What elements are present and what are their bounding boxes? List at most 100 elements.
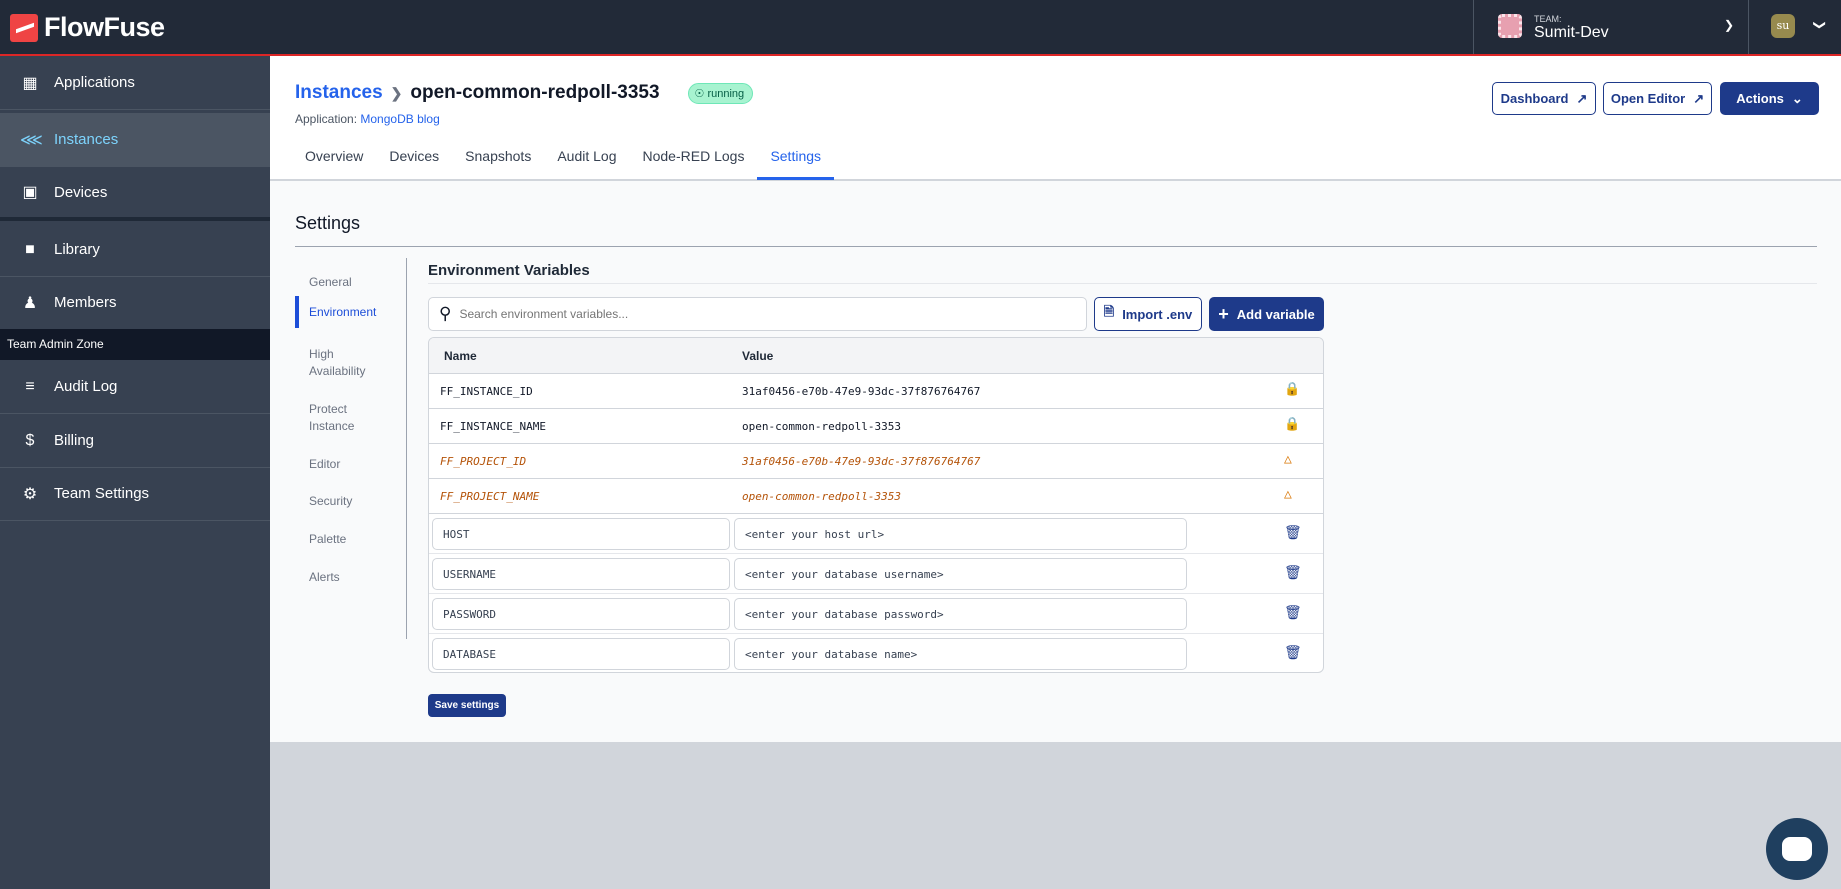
team-avatar [1498,14,1522,38]
tab-audit-log[interactable]: Audit Log [557,148,617,164]
sidebar-item-devices[interactable]: ▣ Devices [0,167,270,221]
search-env-vars[interactable]: ⚲ [428,297,1087,331]
settings-nav-palette[interactable]: Palette [309,532,347,546]
team-selector[interactable]: TEAM: Sumit-Dev ❯ [1473,0,1749,54]
tab-devices[interactable]: Devices [389,148,440,164]
trash-icon[interactable]: 🗑 [1284,524,1302,540]
sidebar-item-library[interactable]: ■ Library [0,223,270,277]
var-value: open-common-redpoll-3353 [742,420,901,433]
actions-label: Actions [1736,91,1784,106]
settings-nav-general[interactable]: General [309,275,352,289]
sidebar-item-instances[interactable]: ⋘ Instances [0,113,270,167]
var-name-input[interactable] [432,518,730,550]
lock-icon: 🔒 [1284,382,1301,397]
table-row: 🗑 [429,634,1323,672]
column-value: Value [742,349,774,363]
application-link[interactable]: MongoDB blog [360,112,440,126]
table-row: FF_INSTANCE_NAME open-common-redpoll-3353… [429,409,1323,444]
var-value: open-common-redpoll-3353 [742,490,901,503]
breadcrumb: Instances ❯ open-common-redpoll-3353 ☉ r… [295,82,754,104]
settings-title: Settings [295,213,361,233]
warning-icon: △ [1284,487,1292,502]
tab-settings[interactable]: Settings [757,146,835,180]
tab-node-red-logs[interactable]: Node-RED Logs [642,148,745,164]
var-value: 31af0456-e70b-47e9-93dc-37f876764767 [742,385,981,398]
tab-overview[interactable]: Overview [305,148,364,164]
settings-nav-security[interactable]: Security [309,494,353,508]
settings-nav-environment[interactable]: Environment [295,296,376,328]
var-value-input[interactable] [734,638,1187,670]
application-info: Application: MongoDB blog [295,112,440,126]
file-import-icon: 🗎 [1103,304,1115,319]
sidebar-item-members[interactable]: ♟ Members [0,276,270,330]
chat-icon [1782,837,1812,861]
settings-nav: General Environment High Availability Pr… [295,258,407,639]
var-value-input[interactable] [734,518,1187,550]
external-link-icon: ↗ [1576,90,1588,106]
var-name-input[interactable] [432,558,730,590]
open-editor-button[interactable]: Open Editor ↗ [1603,82,1712,115]
divider [295,246,1817,247]
sidebar-item-label: Team Settings [54,485,150,502]
dollar-icon: $ [25,431,35,449]
table-row: FF_PROJECT_NAME open-common-redpoll-3353 △ [429,479,1323,514]
status-badge: ☉ running [687,82,754,104]
tabs: Overview Devices Snapshots Audit Log Nod… [292,146,835,180]
var-value-input[interactable] [734,558,1187,590]
chevron-down-icon: ⌄ [1791,90,1803,106]
tab-snapshots[interactable]: Snapshots [465,148,532,164]
sidebar-item-team-settings[interactable]: ⚙ Team Settings [0,467,270,521]
save-settings-button[interactable]: Save settings [428,694,506,717]
sidebar-item-billing[interactable]: $ Billing [0,414,270,468]
var-name: FF_PROJECT_NAME [440,490,540,503]
trash-icon[interactable]: 🗑 [1284,644,1302,660]
env-vars-title: Environment Variables [428,262,590,279]
top-bar: FlowFuse TEAM: Sumit-Dev ❯ su ❯ [0,0,1841,56]
var-name-input[interactable] [432,598,730,630]
var-value-input[interactable] [734,598,1187,630]
search-input[interactable] [459,307,1086,321]
table-row: 🗑 [429,554,1323,594]
column-name: Name [444,349,477,363]
table-row: 🗑 [429,514,1323,554]
var-name: FF_INSTANCE_NAME [440,420,546,433]
actions-button[interactable]: Actions ⌄ [1720,82,1819,115]
table-row: FF_PROJECT_ID 31af0456-e70b-47e9-93dc-37f… [429,444,1323,479]
application-label: Application: [295,112,358,126]
chevron-down-icon: ❯ [1724,18,1735,32]
divider [428,283,1817,284]
trash-icon[interactable]: 🗑 [1284,564,1302,580]
user-avatar[interactable]: su [1771,14,1795,38]
flowfuse-logo[interactable]: FlowFuse [10,12,165,43]
search-icon: ⚲ [439,304,452,323]
sidebar-item-audit-log[interactable]: ≡ Audit Log [0,360,270,414]
chip-icon: ▣ [22,184,38,201]
team-name: Sumit-Dev [1534,24,1609,41]
settings-nav-editor[interactable]: Editor [309,457,341,471]
var-name: FF_INSTANCE_ID [440,385,533,398]
sidebar-item-label: Billing [54,432,95,449]
chat-widget-button[interactable] [1766,818,1828,880]
instances-icon: ⋘ [20,131,43,149]
sidebar-item-applications[interactable]: ▦ Applications [0,56,270,110]
import-env-button[interactable]: 🗎 Import .env [1094,297,1202,331]
breadcrumb-instances-link[interactable]: Instances [295,82,383,103]
trash-icon[interactable]: 🗑 [1284,604,1302,620]
page-header: Instances ❯ open-common-redpoll-3353 ☉ r… [270,56,1841,180]
var-name-input[interactable] [432,638,730,670]
user-menu-chevron-icon[interactable]: ❯ [1813,19,1828,31]
dashboard-label: Dashboard [1500,91,1569,106]
settings-nav-high-availability[interactable]: High Availability [309,347,366,378]
lock-icon: 🔒 [1284,417,1301,432]
sidebar-item-label: Applications [54,74,135,91]
sidebar: ▦ Applications ⋘ Instances ▣ Devices ■ Libra… [0,56,270,889]
env-vars-table: Name Value FF_INSTANCE_ID 31af0456-e70b-4… [428,337,1324,673]
settings-nav-protect-instance[interactable]: Protect Instance [309,402,355,433]
var-value: 31af0456-e70b-47e9-93dc-37f876764767 [742,455,981,468]
dashboard-button[interactable]: Dashboard ↗ [1492,82,1596,115]
sidebar-item-label: Audit Log [54,378,118,395]
add-variable-button[interactable]: + Add variable [1209,297,1324,331]
team-admin-zone-label: Team Admin Zone [0,329,270,360]
settings-nav-alerts[interactable]: Alerts [309,570,340,584]
warning-icon: △ [1284,452,1292,467]
